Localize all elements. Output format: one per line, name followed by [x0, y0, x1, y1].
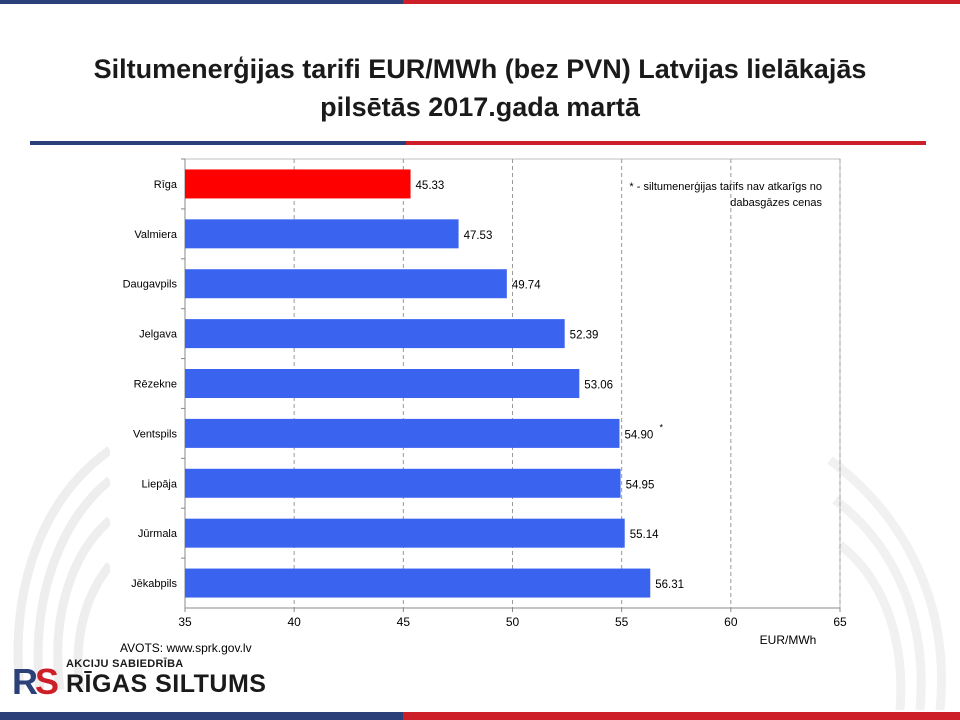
bar-6 [185, 468, 621, 498]
category-label: Jūrmala [138, 528, 178, 540]
category-label: Daugavpils [123, 279, 178, 291]
x-tick-label: 35 [178, 615, 192, 629]
x-tick-label: 65 [833, 615, 847, 629]
bar-3 [185, 319, 565, 349]
swoosh-decoration [13, 446, 110, 690]
x-tick-label: 40 [287, 615, 301, 629]
x-tick-label: 55 [615, 615, 629, 629]
logo-name: RĪGAS SILTUMS [66, 670, 267, 698]
source-note: AVOTS: www.sprk.gov.lv [120, 641, 252, 655]
category-label: Rēzekne [134, 379, 177, 391]
x-tick-label: 50 [506, 615, 520, 629]
bar-8 [185, 568, 651, 598]
category-label: Jēkabpils [131, 578, 177, 590]
x-axis-label: EUR/MWh [760, 633, 817, 647]
value-label: 55.14 [630, 529, 659, 541]
value-label: 52.39 [570, 330, 599, 342]
footnote-annotation: * - siltumenerģijas tarifs nav atkarīgs … [629, 180, 822, 209]
bar-1 [185, 219, 459, 249]
value-label: 54.90 [624, 429, 653, 441]
svg-text:R: R [12, 661, 38, 698]
top-stripe [0, 0, 960, 4]
bar-7 [185, 518, 625, 548]
company-logo: R S AKCIJU SABIEDRĪBA RĪGAS SILTUMS [12, 658, 292, 702]
tariff-bar-chart: 35 40 45 50 55 60 65 EUR/MWh Rīga 45.33 Valmiera 47… [123, 158, 847, 647]
value-label: 49.74 [512, 280, 541, 292]
x-tick-label: 60 [724, 615, 738, 629]
bar-0 [185, 169, 411, 199]
category-label: Ventspils [133, 428, 178, 440]
value-label: 54.95 [626, 479, 655, 491]
category-label: Valmiera [134, 229, 177, 241]
rs-logo-icon: R S [12, 661, 59, 698]
page-title: Siltumenerģijas tarifi EUR/MWh (bez PVN)… [93, 54, 867, 122]
x-tick-label: 45 [397, 615, 411, 629]
value-label: 45.33 [416, 180, 445, 192]
category-label: Rīga [154, 179, 178, 191]
svg-text:S: S [35, 661, 59, 698]
bar-4 [185, 369, 580, 398]
value-label: 56.31 [655, 579, 684, 591]
value-label: 47.53 [464, 230, 493, 242]
bottom-stripe [0, 712, 960, 720]
category-label: Jelgava [139, 329, 178, 341]
asterisk-marker: * [659, 422, 663, 432]
value-label: 53.06 [584, 380, 613, 392]
title-rule [30, 141, 926, 145]
swoosh-decoration-right [827, 456, 946, 710]
bar-5 [185, 418, 620, 448]
category-label: Liepāja [142, 478, 178, 490]
logo-subtitle: AKCIJU SABIEDRĪBA [66, 658, 184, 670]
bar-2 [185, 269, 507, 299]
